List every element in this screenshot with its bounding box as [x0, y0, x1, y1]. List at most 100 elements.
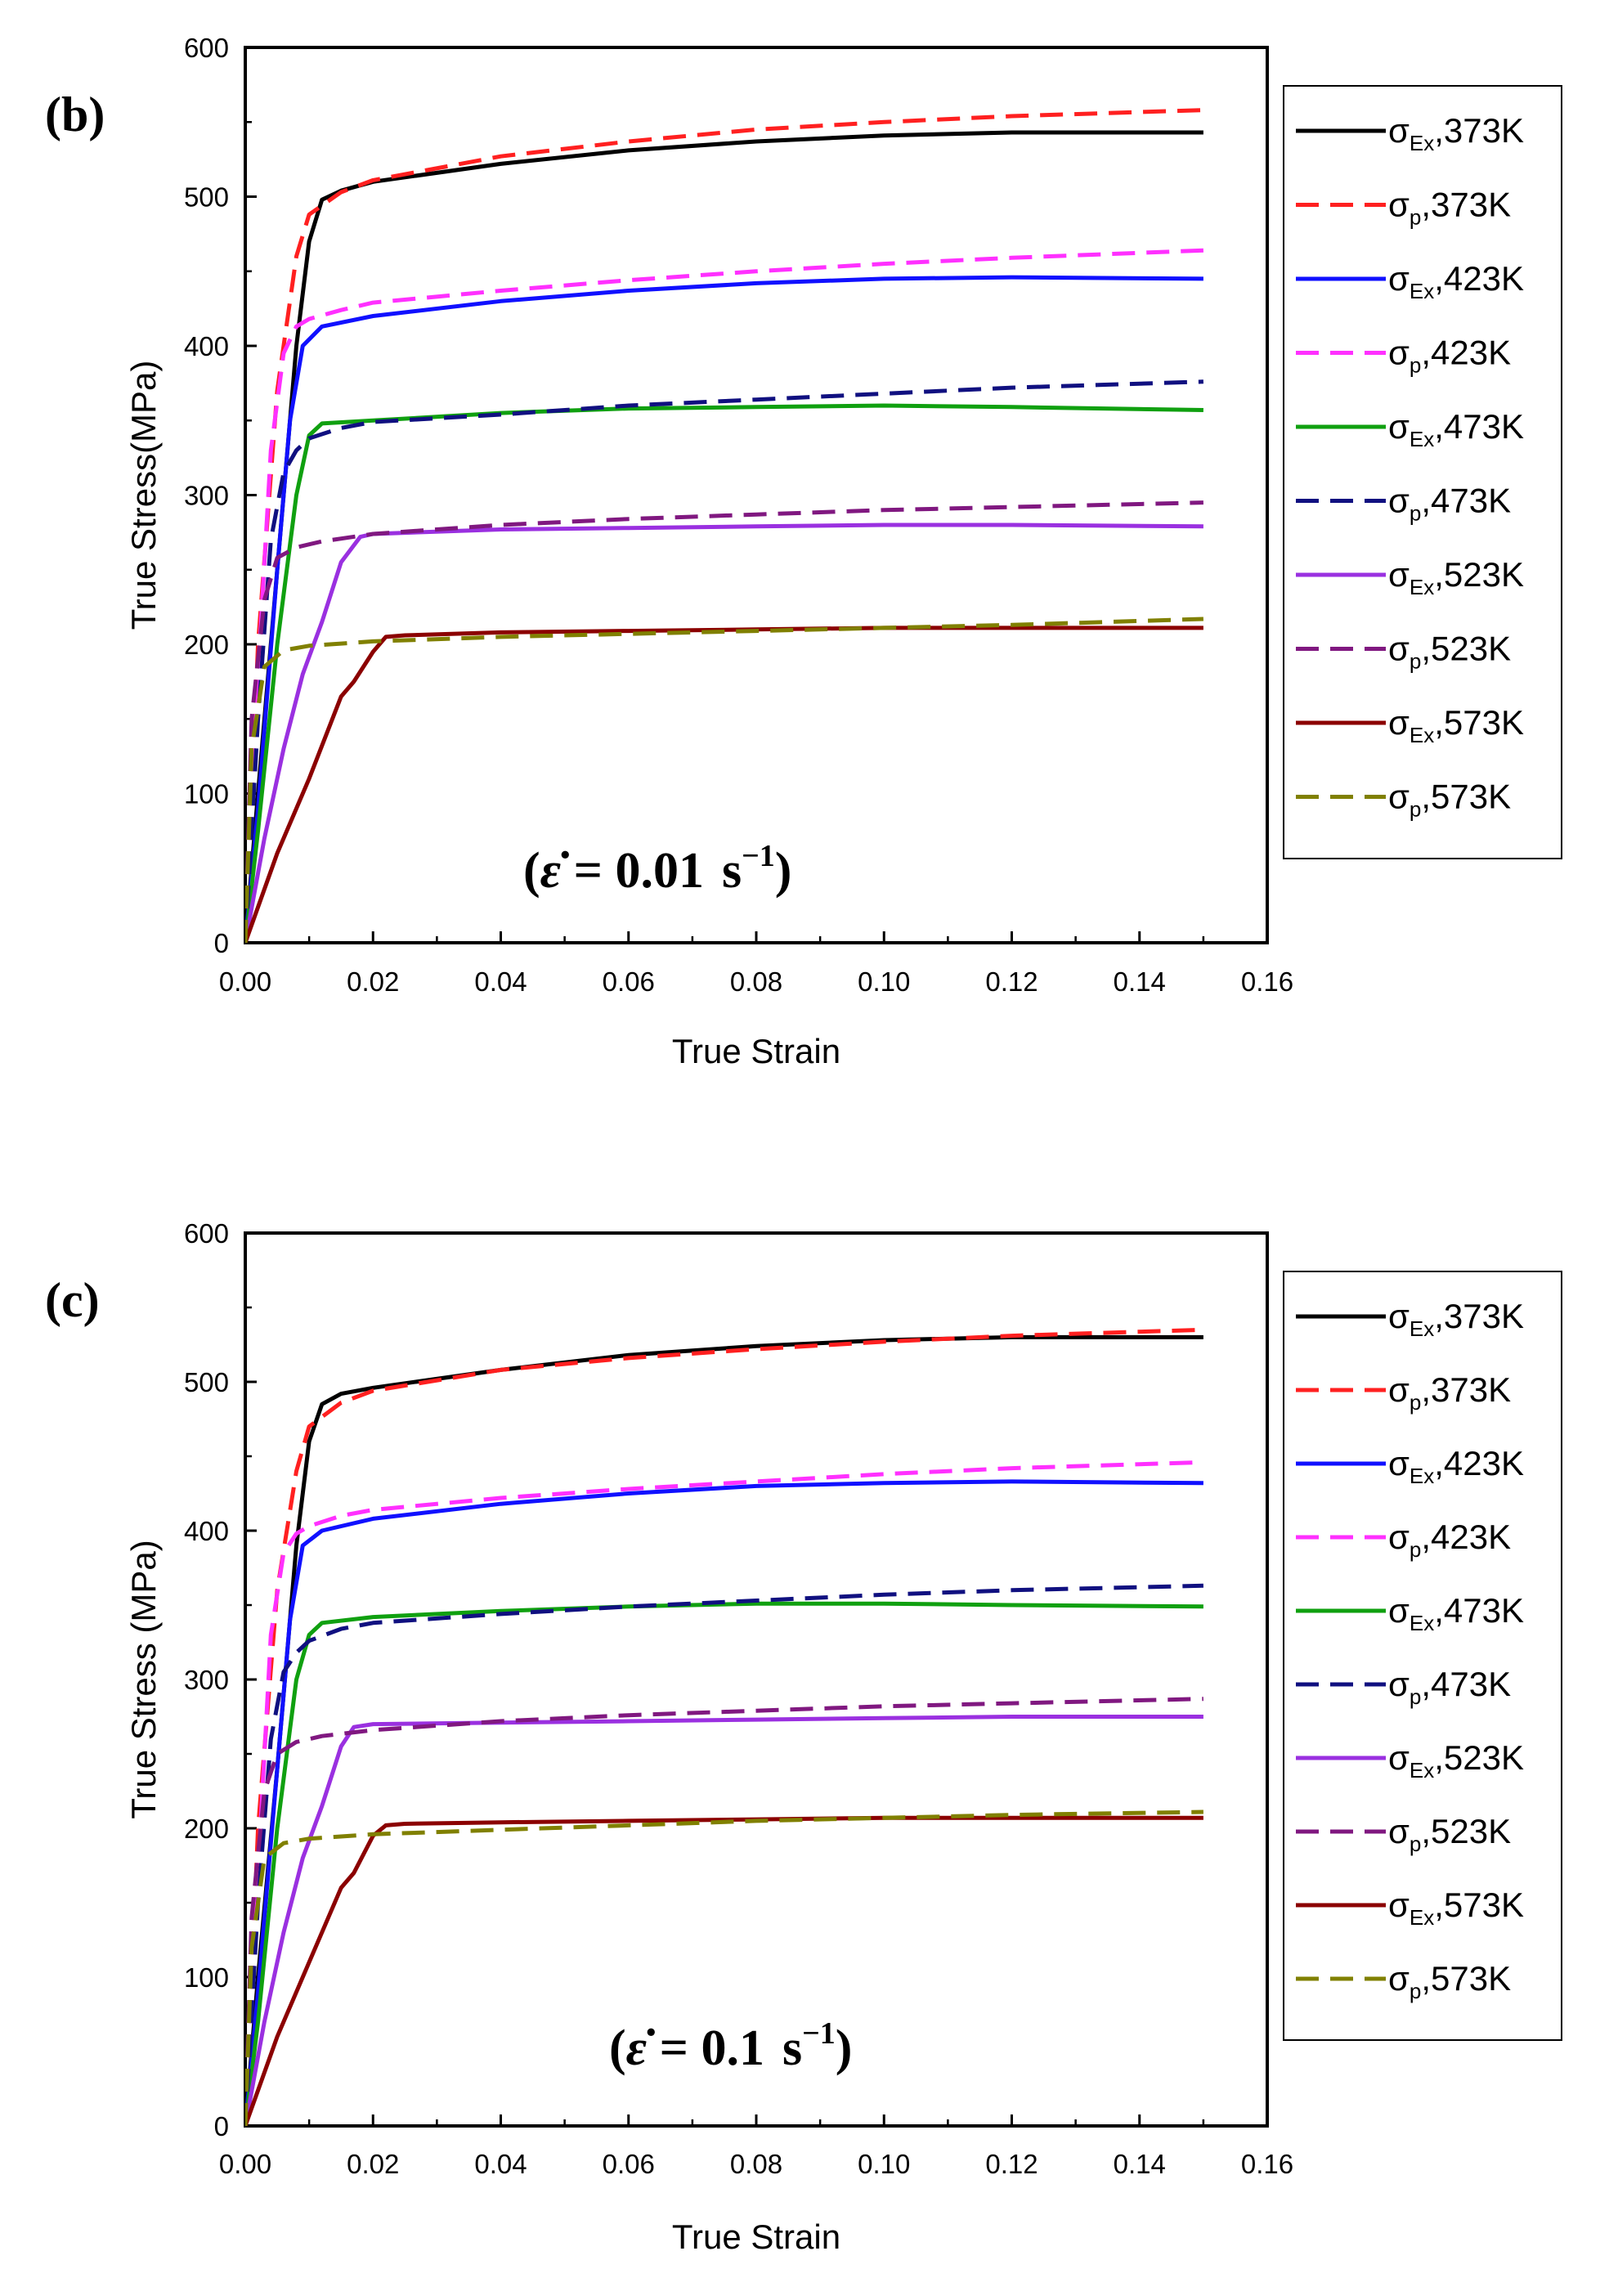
chart-c-legend-sigma: σ: [1388, 1959, 1410, 1998]
chart-b-legend-subscript: Ex: [1410, 575, 1434, 599]
chart-c-y-tick-label: 400: [184, 1516, 229, 1546]
chart-b-x-tick-label: 0.02: [347, 966, 399, 997]
chart-c-legend-subscript: Ex: [1410, 1758, 1434, 1783]
chart-b-legend-sigma: σ: [1388, 630, 1410, 668]
chart-b-legend-sigma: σ: [1388, 111, 1410, 150]
chart-c-legend-sigma: σ: [1388, 1444, 1410, 1482]
chart-c-y-tick-label: 0: [214, 2111, 229, 2141]
chart-c-legend-temp: ,423K: [1434, 1444, 1524, 1482]
chart-b-x-tick-label: 0.04: [474, 966, 527, 997]
chart-c-legend-temp: ,523K: [1421, 1812, 1511, 1850]
chart-c-y-tick-label: 600: [184, 1218, 229, 1249]
chart-c-legend-subscript: p: [1410, 1979, 1421, 2003]
chart-b-legend-temp: ,523K: [1434, 555, 1524, 594]
chart-c-legend-entry-4: σEx,473K: [1388, 1591, 1524, 1635]
chart-c-y-tick-label: 200: [184, 1814, 229, 1844]
chart-c-series-line-9: [245, 1809, 1203, 2126]
chart-b-legend-temp: ,473K: [1434, 407, 1524, 446]
chart-b-legend-sigma: σ: [1388, 555, 1410, 594]
chart-b-legend-sigma: σ: [1388, 407, 1410, 446]
chart-b-rate-equals: =: [561, 843, 615, 899]
chart-c-rate-value: 0.1: [701, 2020, 764, 2076]
chart-b-legend: σEx,373Kσp,373KσEx,423Kσp,423KσEx,473Kσp…: [1283, 85, 1562, 859]
chart-c-y-axis-label: True Stress (MPa): [124, 1540, 163, 1819]
chart-c-legend-temp: ,473K: [1434, 1591, 1524, 1630]
chart-c-y-tick-label: 500: [184, 1367, 229, 1397]
chart-b-x-tick-label: 0.06: [603, 966, 655, 997]
chart-b-legend-entry-2: σEx,423K: [1388, 259, 1524, 303]
chart-b-series-line-5: [245, 379, 1203, 943]
chart-b-legend-entry-1: σp,373K: [1388, 186, 1511, 230]
chart-b-series-line-2: [245, 275, 1203, 943]
chart-c-rate-unit: s: [782, 2020, 802, 2076]
chart-b-legend-subscript: p: [1410, 205, 1421, 230]
chart-c-x-axis-label: True Strain: [672, 2218, 840, 2256]
chart-b-legend-subscript: p: [1410, 353, 1421, 378]
chart-b-legend-subscript: Ex: [1410, 723, 1434, 747]
chart-b-legend-entry-3: σp,423K: [1388, 334, 1511, 378]
chart-b: 0 100 200 300 400 500 600 0.00 0.02 0.04 0.06 0.08 0…: [45, 33, 1562, 1070]
chart-c-strain-rate-label: (ε̇ = 0.1 s−1): [609, 2016, 852, 2076]
chart-b-legend-temp: ,373K: [1421, 186, 1511, 224]
chart-c: 0 100 200 300 400 500 600 0.00 0.02 0.04 0.06 0.08 0…: [45, 1218, 1562, 2256]
chart-b-series-line-9: [245, 617, 1203, 943]
chart-b-legend-entry-8: σEx,573K: [1388, 703, 1524, 747]
chart-b-x-tick-label: 0.14: [1114, 966, 1166, 997]
chart-b-y-axis-label: True Stress(MPa): [124, 361, 163, 630]
chart-c-legend-subscript: Ex: [1410, 1316, 1434, 1341]
chart-b-series-line-3: [245, 248, 1203, 943]
chart-b-legend-temp: ,473K: [1421, 482, 1511, 520]
chart-b-plot-frame: [244, 46, 1269, 944]
chart-c-legend-temp: ,423K: [1421, 1518, 1511, 1556]
chart-c-series-line-8: [245, 1815, 1203, 2126]
chart-b-legend-subscript: Ex: [1410, 279, 1434, 303]
chart-b-rate-close: ): [775, 843, 792, 899]
chart-b-x-axis-label: True Strain: [672, 1032, 840, 1070]
chart-b-legend-temp: ,573K: [1421, 778, 1511, 816]
chart-b-y-tick-label: 600: [184, 33, 229, 63]
chart-b-y-tick-label: 100: [184, 779, 229, 809]
chart-b-x-tick-label: 0.16: [1241, 966, 1293, 997]
chart-c-legend-entry-0: σEx,373K: [1388, 1297, 1524, 1341]
chart-b-rate-value: 0.01: [615, 843, 704, 899]
chart-b-strain-rate-label: (ε̇ = 0.01 s−1): [523, 839, 791, 899]
chart-b-y-tick-label: 400: [184, 331, 229, 361]
chart-b-legend-temp: ,373K: [1434, 111, 1524, 150]
chart-c-legend-subscript: p: [1410, 1537, 1421, 1562]
chart-c-x-tick-label: 0.08: [730, 2149, 782, 2179]
chart-c-legend-box: [1283, 1271, 1562, 2041]
chart-c-series-group: [245, 1327, 1203, 2126]
chart-b-legend-entry-4: σEx,473K: [1388, 407, 1524, 451]
chart-c-rate-equals: =: [647, 2020, 701, 2076]
chart-c-legend-entry-5: σp,473K: [1388, 1665, 1511, 1709]
chart-b-y-tick-label: 500: [184, 182, 229, 213]
chart-c-legend-subscript: p: [1410, 1390, 1421, 1415]
chart-c-legend-subscript: p: [1410, 1684, 1421, 1709]
chart-c-legend-temp: ,573K: [1421, 1959, 1511, 1998]
chart-c-series-line-0: [245, 1334, 1203, 2126]
chart-b-series-line-7: [245, 500, 1203, 943]
chart-b-legend-subscript: p: [1410, 649, 1421, 674]
chart-c-legend-temp: ,373K: [1434, 1297, 1524, 1335]
chart-b-legend-subscript: p: [1410, 797, 1421, 822]
chart-c-x-tick-label: 0.14: [1114, 2149, 1166, 2179]
chart-b-legend-sigma: σ: [1388, 482, 1410, 520]
chart-b-legend-temp: ,423K: [1434, 259, 1524, 298]
chart-b-legend-temp: ,423K: [1421, 334, 1511, 372]
chart-c-legend-sigma: σ: [1388, 1297, 1410, 1335]
chart-b-legend-subscript: Ex: [1410, 131, 1434, 155]
chart-c-legend-sigma: σ: [1388, 1591, 1410, 1630]
chart-c-rate-open: (: [609, 2020, 626, 2076]
chart-c-rate-close: ): [836, 2020, 853, 2076]
chart-b-series-group: [245, 108, 1203, 943]
chart-b-series-line-8: [245, 626, 1203, 943]
chart-c-legend-entry-7: σp,523K: [1388, 1812, 1511, 1856]
chart-b-legend-entry-7: σp,523K: [1388, 630, 1511, 674]
chart-c-x-tick-label: 0.12: [985, 2149, 1038, 2179]
chart-b-x-tick-label: 0.08: [730, 966, 782, 997]
chart-c-plot-frame: [244, 1231, 1269, 2128]
chart-c-legend-temp: ,573K: [1434, 1886, 1524, 1924]
chart-c-y-tick-label: 100: [184, 1962, 229, 1993]
chart-c-legend-sigma: σ: [1388, 1886, 1410, 1924]
